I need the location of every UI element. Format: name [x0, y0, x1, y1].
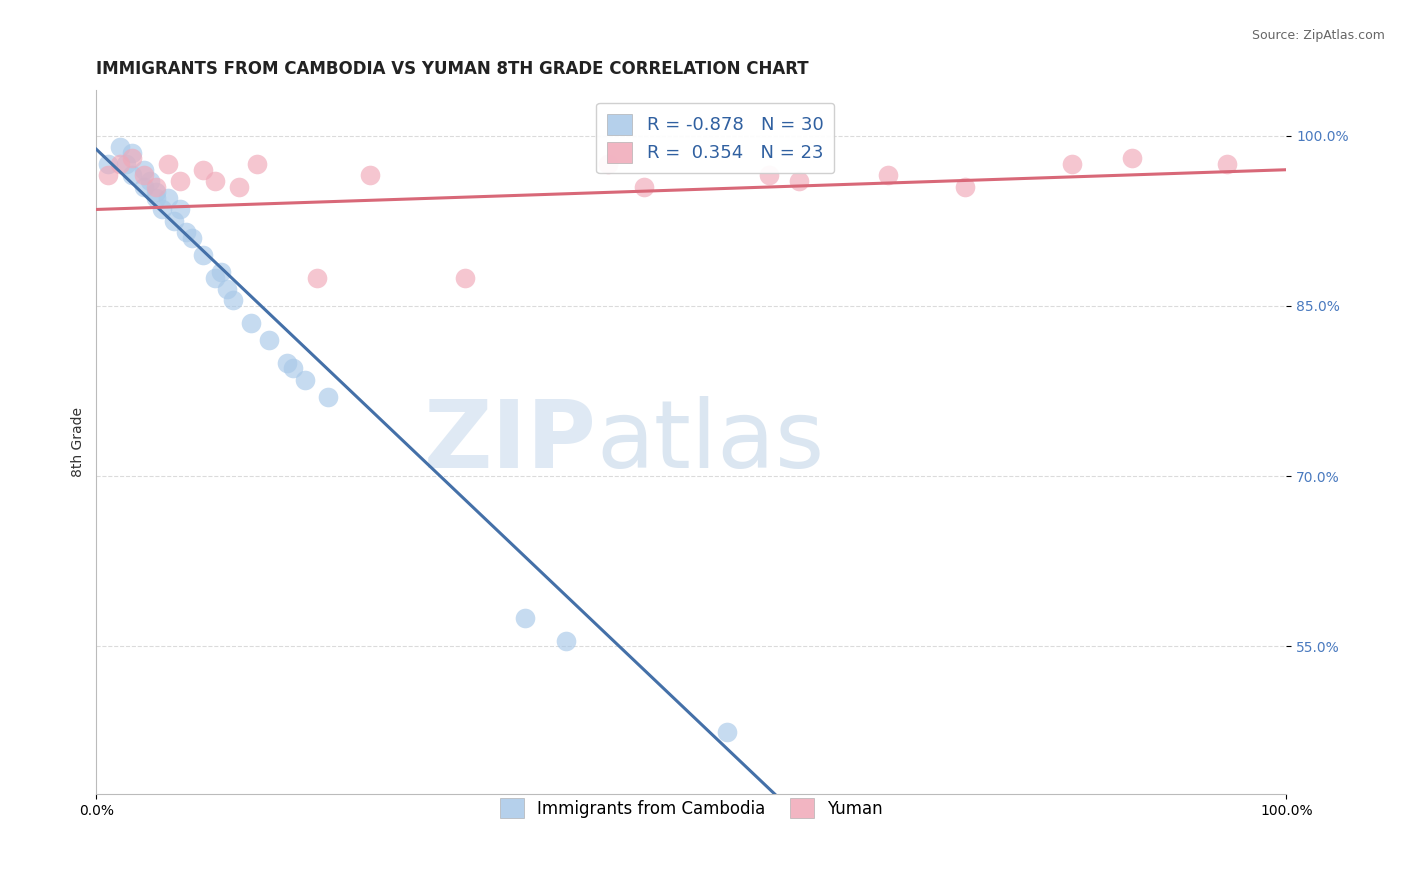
Point — [145, 186, 167, 200]
Point — [318, 390, 340, 404]
Point — [204, 174, 226, 188]
Point — [257, 333, 280, 347]
Point — [953, 179, 976, 194]
Point — [513, 611, 536, 625]
Point — [217, 282, 239, 296]
Point — [555, 633, 578, 648]
Point — [276, 356, 298, 370]
Point — [180, 231, 202, 245]
Point — [108, 157, 131, 171]
Point — [204, 270, 226, 285]
Point — [716, 724, 738, 739]
Point — [132, 179, 155, 194]
Point — [228, 179, 250, 194]
Point — [145, 191, 167, 205]
Point — [294, 373, 316, 387]
Point — [156, 157, 179, 171]
Text: ZIP: ZIP — [423, 396, 596, 488]
Point — [246, 157, 269, 171]
Point — [169, 174, 191, 188]
Point — [150, 202, 173, 217]
Point — [156, 191, 179, 205]
Point — [1062, 157, 1084, 171]
Point — [876, 169, 898, 183]
Point — [97, 169, 120, 183]
Point — [209, 265, 232, 279]
Point — [169, 202, 191, 217]
Point — [121, 169, 143, 183]
Point — [787, 174, 810, 188]
Point — [121, 152, 143, 166]
Y-axis label: 8th Grade: 8th Grade — [72, 407, 86, 477]
Text: IMMIGRANTS FROM CAMBODIA VS YUMAN 8TH GRADE CORRELATION CHART: IMMIGRANTS FROM CAMBODIA VS YUMAN 8TH GR… — [97, 60, 808, 78]
Point — [145, 179, 167, 194]
Point — [121, 145, 143, 160]
Point — [359, 169, 381, 183]
Point — [115, 157, 138, 171]
Point — [1216, 157, 1239, 171]
Point — [281, 361, 304, 376]
Point — [758, 169, 780, 183]
Point — [193, 248, 215, 262]
Point — [108, 140, 131, 154]
Point — [633, 179, 655, 194]
Point — [163, 214, 186, 228]
Point — [193, 162, 215, 177]
Point — [598, 157, 620, 171]
Point — [240, 316, 263, 330]
Point — [222, 293, 245, 308]
Point — [454, 270, 477, 285]
Point — [132, 169, 155, 183]
Point — [139, 174, 162, 188]
Legend: Immigrants from Cambodia, Yuman: Immigrants from Cambodia, Yuman — [494, 792, 889, 824]
Point — [97, 157, 120, 171]
Point — [174, 225, 197, 239]
Point — [1121, 152, 1143, 166]
Text: atlas: atlas — [596, 396, 824, 488]
Point — [305, 270, 328, 285]
Point — [132, 162, 155, 177]
Text: Source: ZipAtlas.com: Source: ZipAtlas.com — [1251, 29, 1385, 42]
